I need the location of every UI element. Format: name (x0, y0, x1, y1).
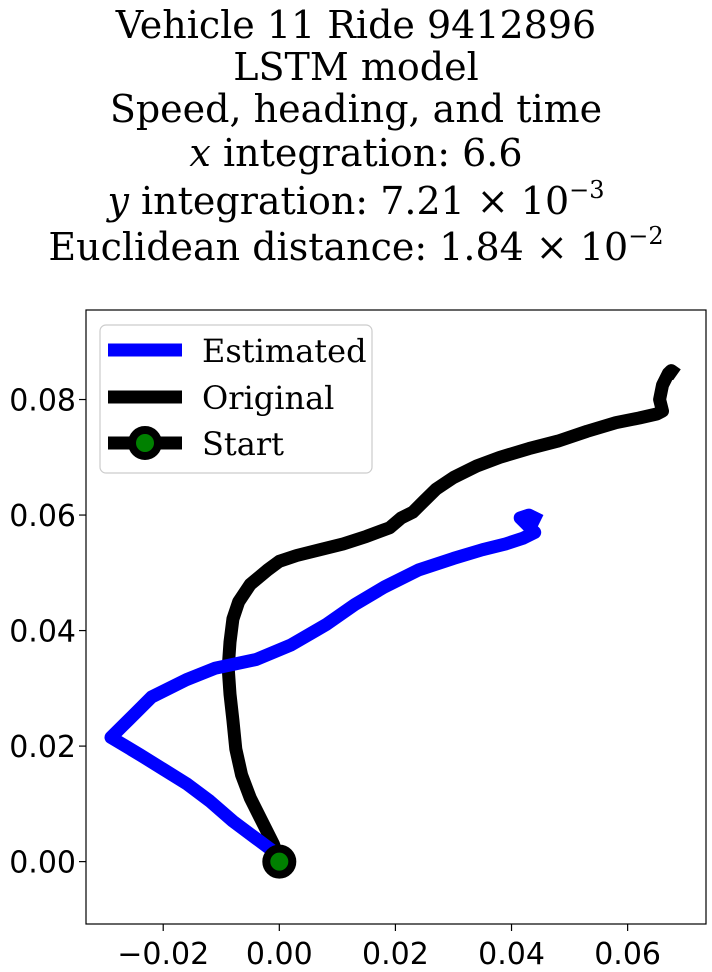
y-tick-label: 0.02 (9, 730, 76, 765)
title-line-1: Vehicle 11 Ride 9412896 (115, 3, 597, 47)
x-tick-label: −0.02 (117, 937, 209, 972)
title-line-6-text: Euclidean distance: 1.84 × 10 (48, 225, 629, 269)
y-axis: 0.00 0.02 0.04 0.06 0.08 (9, 384, 86, 881)
title-line-2: LSTM model (233, 45, 479, 89)
x-tick-label: 0.00 (246, 937, 313, 972)
start-marker (262, 844, 297, 879)
series-line-original (221, 364, 681, 864)
title-line-5-text: integration: 7.21 × 10 (128, 179, 570, 223)
title-line-4: x integration: 6.6 (0, 130, 712, 177)
legend-label-start: Start (202, 425, 284, 463)
x-tick-label: 0.02 (362, 937, 429, 972)
y-tick-label: 0.08 (9, 384, 76, 419)
title-line-5-exp: −3 (569, 176, 605, 205)
legend-label-original: Original (202, 379, 334, 417)
title-line-4-text: integration: 6.6 (210, 131, 523, 175)
title-line-4-var: x (189, 131, 211, 175)
series-line-estimated (104, 508, 544, 862)
legend-label-estimated: Estimated (202, 332, 367, 370)
x-axis: −0.02 0.00 0.02 0.04 0.06 (117, 924, 661, 972)
title-line-3: Speed, heading, and time (109, 87, 603, 131)
y-tick-label: 0.04 (9, 615, 76, 650)
legend: Estimated Original Start (99, 324, 373, 474)
x-tick-label: 0.06 (594, 937, 661, 972)
y-tick-label: 0.06 (9, 499, 76, 534)
y-tick-label: 0.00 (9, 846, 76, 881)
legend-start-marker (128, 426, 162, 460)
series-layer (104, 364, 681, 879)
title-line-5-var: y (107, 179, 129, 223)
title-line-6: Euclidean distance: 1.84 × 10−2 (0, 224, 712, 271)
legend-box (99, 324, 373, 474)
title-line-5: y integration: 7.21 × 10−3 (0, 178, 712, 225)
x-tick-label: 0.04 (478, 937, 545, 972)
title-line-6-exp: −2 (628, 222, 664, 251)
